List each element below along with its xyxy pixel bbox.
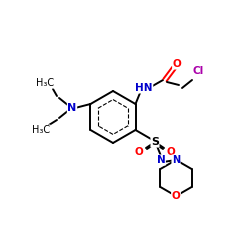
Text: H₃C: H₃C <box>36 78 54 88</box>
Text: O: O <box>172 191 180 201</box>
Text: H₃C: H₃C <box>32 125 50 135</box>
Text: N: N <box>156 155 166 165</box>
Text: O: O <box>134 147 143 157</box>
Text: N: N <box>68 103 76 113</box>
Text: N: N <box>172 155 180 165</box>
Text: O: O <box>166 147 175 157</box>
Text: S: S <box>151 137 159 147</box>
Text: O: O <box>172 59 182 69</box>
Text: HN: HN <box>135 83 153 93</box>
Text: Cl: Cl <box>192 66 203 76</box>
